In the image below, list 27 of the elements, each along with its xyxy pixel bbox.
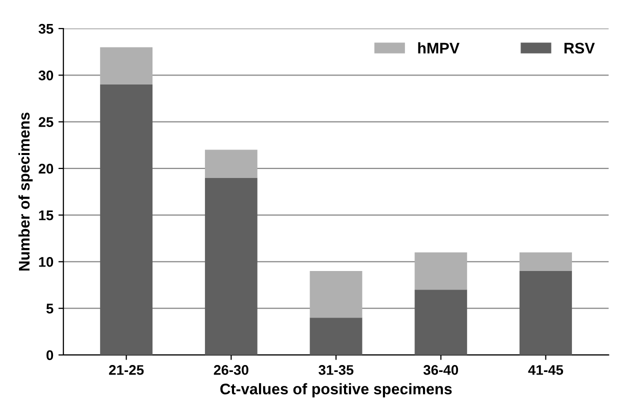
legend-label: RSV [564,42,595,54]
x-tick-label: 21-25 [109,365,144,375]
y-tick-label: 0 [46,350,54,360]
bar [520,271,572,355]
x-tick-label: 41-45 [528,365,564,375]
bar [414,290,468,355]
y-tick-label: 25 [38,117,54,127]
bar [310,271,362,318]
x-tick-label: 31-35 [318,365,354,375]
y-tick-label: 35 [38,24,54,34]
bar [310,318,362,355]
y-tick-label: 10 [39,257,54,267]
y-tick-label: 5 [46,304,54,314]
bar [204,150,258,178]
bar [100,47,153,85]
y-tick-label: 30 [38,70,54,80]
x-tick-label: 36-40 [423,365,458,375]
y-tick-label: 15 [39,210,54,220]
legend-label: hMPV [418,42,460,54]
bar [414,252,468,290]
x-axis-title: Ct-values of positive specimens [220,383,452,398]
bar [100,84,153,355]
y-tick-label: 20 [38,164,54,174]
bar [204,178,258,355]
bar [520,252,572,272]
x-tick-label: 26-30 [214,365,248,375]
y-axis-title: Number of specimens [18,112,33,271]
